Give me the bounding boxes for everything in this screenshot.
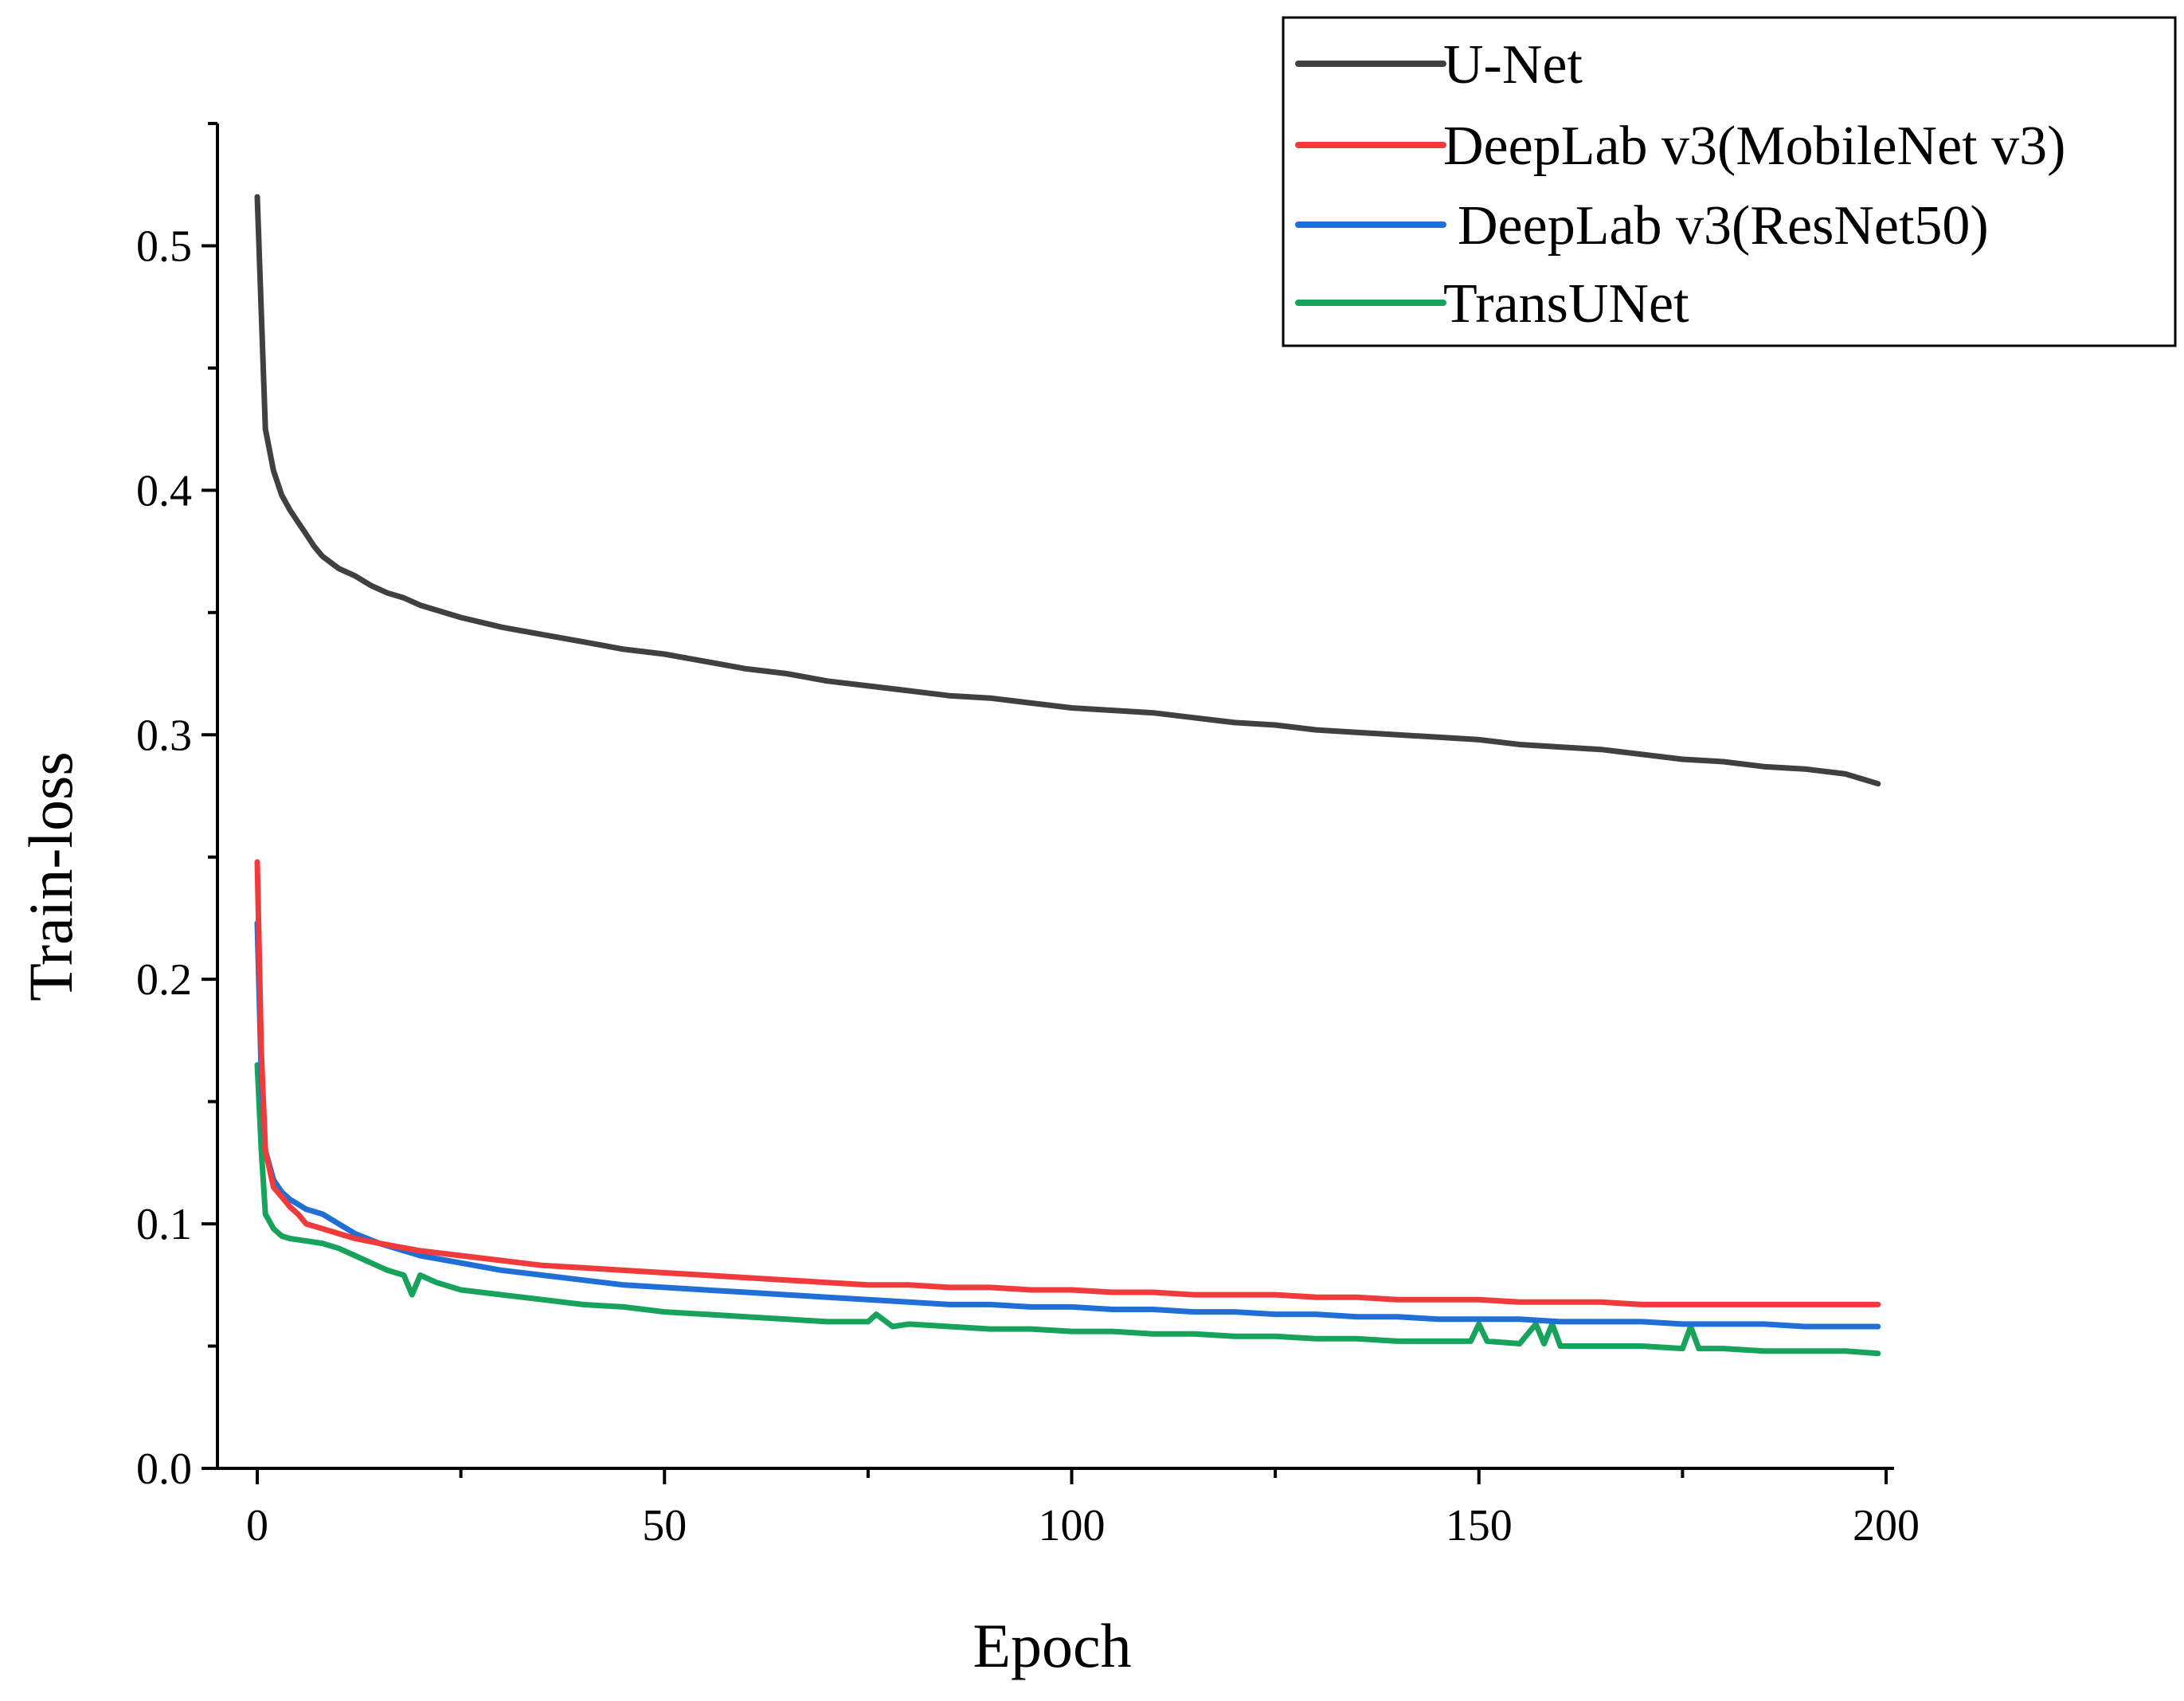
series-line-u-net bbox=[254, 194, 1881, 787]
legend-label: DeepLab v3(ResNet50) bbox=[1458, 195, 1989, 257]
plot-series-group bbox=[254, 194, 1881, 1357]
y-tick-label: 0.4 bbox=[136, 466, 192, 515]
legend-label: TransUNet bbox=[1443, 273, 1689, 335]
x-tick-label: 200 bbox=[1853, 1501, 1920, 1550]
y-tick-label: 0.1 bbox=[136, 1200, 192, 1249]
x-axis-title: Epoch bbox=[973, 1611, 1131, 1680]
series-line-deeplab-v3-resnet50 bbox=[254, 920, 1881, 1330]
x-tick-label: 150 bbox=[1446, 1501, 1513, 1550]
axes-group bbox=[216, 123, 1894, 1470]
legend-label: U-Net bbox=[1443, 34, 1583, 96]
y-tick-label: 0.5 bbox=[136, 221, 192, 271]
series-line-deeplab-v3-mobilenet-v3 bbox=[254, 859, 1881, 1307]
legend-label: DeepLab v3(MobileNet v3) bbox=[1443, 116, 2065, 177]
ticks-group: 0.0 0.1 0.2 0.3 0.4 0.5 0 50 100 150 200 bbox=[136, 122, 1920, 1550]
legend-box bbox=[1282, 16, 2177, 347]
series-line-transunet bbox=[254, 1062, 1881, 1357]
legend: U-Net DeepLab v3(MobileNet v3) DeepLab v3(… bbox=[1282, 16, 2177, 347]
y-axis-title: Train-loss bbox=[16, 751, 85, 1001]
y-tick-label: 0.0 bbox=[136, 1444, 192, 1494]
y-tick-label: 0.3 bbox=[136, 711, 192, 760]
y-tick-label: 0.2 bbox=[136, 955, 192, 1005]
x-tick-label: 0 bbox=[246, 1501, 268, 1550]
x-tick-label: 100 bbox=[1039, 1501, 1106, 1550]
x-tick-label: 50 bbox=[642, 1501, 687, 1550]
